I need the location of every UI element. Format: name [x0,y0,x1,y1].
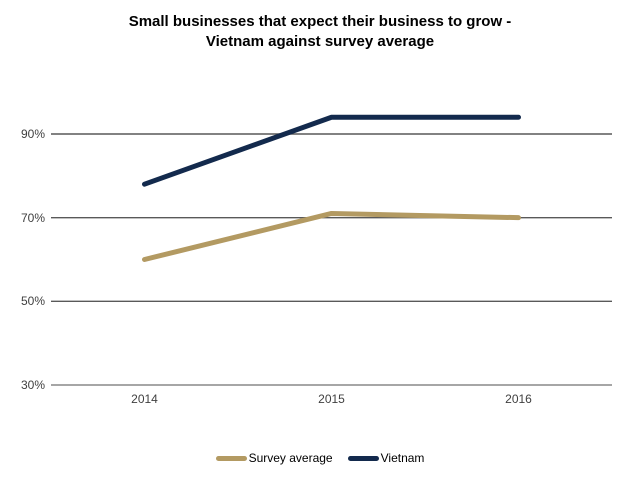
y-tick-label-70: 70% [20,210,45,225]
series-line-vietnam [142,114,521,187]
legend-swatch-survey-average [215,455,247,461]
x-tick-label-2014: 2014 [131,392,158,406]
legend-item-survey-average: Survey average [215,451,333,465]
x-tick-label-2015: 2015 [318,392,345,406]
chart-title: Small businesses that expect their busin… [0,12,640,52]
legend-swatch-vietnam [347,455,379,461]
chart-title-line2: Vietnam against survey average [205,33,435,50]
legend-label-vietnam: Vietnam [380,451,425,465]
legend: Survey average Vietnam [0,449,640,467]
legend-label-survey-average: Survey average [248,451,333,465]
series-line-survey-average [142,210,521,262]
y-tick-label-30: 30% [20,378,45,392]
y-tick-label-50: 50% [20,294,45,309]
y-tick-label-90: 90% [20,127,45,141]
legend-item-vietnam: Vietnam [347,451,425,465]
x-tick-label-2016: 2016 [505,392,532,406]
chart-title-line1: Small businesses that expect their busin… [128,13,512,30]
